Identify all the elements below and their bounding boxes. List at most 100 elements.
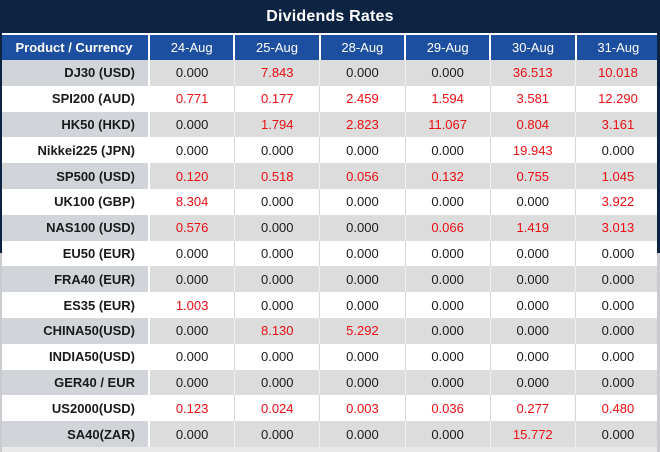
- value-cell: 0.000: [489, 266, 575, 293]
- value-cell: 0.000: [234, 188, 319, 215]
- column-header-date: 28-Aug: [318, 35, 404, 60]
- value-cell: 0.000: [319, 343, 404, 370]
- value-cell: 1.594: [404, 85, 490, 112]
- column-header-product-currency: Product / Currency: [15, 40, 133, 55]
- value-cell: 0.000: [148, 60, 235, 86]
- table-row: HK50 (HKD) 0.000 1.794 2.823 11.067 0.804 3.1…: [0, 111, 660, 138]
- value-cell: 0.000: [489, 369, 575, 396]
- value-cell: 0.003: [319, 395, 404, 422]
- value-cell: 0.000: [148, 317, 235, 344]
- bottom-edge-strip: [0, 447, 660, 452]
- table-row: GER40 / EUR 0.000 0.000 0.000 0.000 0.000 0.0…: [0, 369, 660, 396]
- value-cell: 0.000: [319, 421, 405, 447]
- value-cell: 8.130: [234, 317, 320, 344]
- value-cell: 0.000: [404, 421, 490, 447]
- column-header-date: 31-Aug: [574, 35, 660, 60]
- table-row: US2000(USD) 0.123 0.024 0.003 0.036 0.277 0.4…: [0, 395, 660, 422]
- value-cell: 0.000: [404, 240, 490, 267]
- value-cell: 0.000: [404, 60, 490, 86]
- value-cell: 0.000: [574, 369, 660, 396]
- value-cell: 0.000: [319, 214, 405, 241]
- value-cell: 0.755: [489, 163, 575, 189]
- product-cell: Nikkei225 (JPN): [37, 142, 135, 158]
- value-cell: 0.000: [489, 188, 575, 215]
- column-header-date: 24-Aug: [148, 35, 233, 60]
- value-cell: 0.000: [489, 343, 575, 370]
- product-cell: DJ30 (USD): [0, 60, 148, 86]
- value-cell: 0.000: [404, 369, 490, 396]
- table-row: SA40(ZAR) 0.000 0.000 0.000 0.000 15.772 0.00…: [0, 421, 660, 447]
- value-cell: 0.000: [234, 343, 319, 370]
- value-cell: 8.304: [148, 188, 234, 215]
- product-cell: INDIA50(USD): [49, 349, 135, 365]
- table-body: DJ30 (USD) 0.000 7.843 0.000 0.000 36.513 10.…: [0, 60, 660, 447]
- value-cell: 0.000: [234, 421, 320, 447]
- value-cell: 2.823: [319, 111, 405, 138]
- table-row: SP500 (USD) 0.120 0.518 0.056 0.132 0.755 1.0…: [0, 163, 660, 189]
- value-cell: 11.067: [404, 111, 490, 138]
- value-cell: 2.459: [319, 85, 404, 112]
- table-row: Nikkei225 (JPN) 0.000 0.000 0.000 0.000 19.9…: [0, 137, 660, 164]
- panel-title: Dividends Rates: [266, 7, 394, 25]
- product-cell: SPI200 (AUD): [51, 91, 135, 107]
- value-cell: 12.290: [574, 85, 660, 112]
- value-cell: 0.000: [489, 317, 575, 344]
- value-cell: 0.000: [574, 421, 660, 447]
- value-cell: 0.000: [574, 292, 660, 318]
- value-cell: 0.277: [489, 395, 575, 422]
- value-cell: 0.000: [574, 343, 660, 370]
- value-cell: 0.000: [489, 292, 575, 318]
- product-cell: SP500 (USD): [0, 163, 148, 189]
- table-row: SPI200 (AUD) 0.771 0.177 2.459 1.594 3.581 12…: [0, 85, 660, 112]
- value-cell: 0.000: [404, 317, 490, 344]
- value-cell: 3.161: [574, 111, 660, 138]
- value-cell: 0.024: [234, 395, 319, 422]
- value-cell: 0.000: [574, 266, 660, 293]
- value-cell: 0.771: [148, 85, 234, 112]
- value-cell: 10.018: [574, 60, 660, 86]
- value-cell: 0.177: [234, 85, 319, 112]
- value-cell: 0.000: [319, 369, 405, 396]
- column-header-date: 30-Aug: [489, 35, 574, 60]
- value-cell: 0.120: [148, 163, 235, 189]
- value-cell: 0.000: [234, 369, 320, 396]
- table-row: CHINA50(USD) 0.000 8.130 5.292 0.000 0.000 0.…: [0, 317, 660, 344]
- product-cell: NAS100 (USD): [0, 214, 148, 241]
- value-cell: 1.794: [234, 111, 320, 138]
- panel-title-bar: Dividends Rates: [0, 0, 660, 33]
- left-edge-line-navy: [0, 33, 2, 253]
- value-cell: 0.000: [234, 266, 320, 293]
- value-cell: 0.000: [148, 369, 235, 396]
- value-cell: 0.000: [574, 240, 660, 267]
- value-cell: 0.066: [404, 214, 490, 241]
- table-row: UK100 (GBP) 8.304 0.000 0.000 0.000 0.000 3.9…: [0, 188, 660, 215]
- title-separator: [0, 33, 660, 35]
- value-cell: 0.576: [148, 214, 235, 241]
- value-cell: 0.000: [319, 292, 404, 318]
- value-cell: 0.000: [319, 137, 404, 164]
- product-cell: SA40(ZAR): [0, 421, 148, 447]
- value-cell: 0.056: [319, 163, 405, 189]
- value-cell: 0.000: [234, 292, 319, 318]
- table-row: EU50 (EUR) 0.000 0.000 0.000 0.000 0.000 0.00…: [0, 240, 660, 267]
- value-cell: 0.036: [404, 395, 490, 422]
- column-header-date: 25-Aug: [233, 35, 318, 60]
- product-cell: EU50 (EUR): [62, 245, 135, 261]
- product-cell: CHINA50(USD): [0, 317, 148, 344]
- value-cell: 0.518: [234, 163, 320, 189]
- value-cell: 0.000: [234, 214, 320, 241]
- value-cell: 1.045: [574, 163, 660, 189]
- right-edge-line-gray: [657, 253, 660, 452]
- column-header-date: 29-Aug: [403, 35, 489, 60]
- value-cell: 36.513: [489, 60, 575, 86]
- value-cell: 0.000: [319, 240, 404, 267]
- value-cell: 0.132: [404, 163, 490, 189]
- value-cell: 0.000: [404, 188, 490, 215]
- header-row: Product / Currency 24-Aug 25-Aug 28-Aug 29-…: [0, 35, 660, 60]
- value-cell: 0.804: [489, 111, 575, 138]
- left-edge-line-gray: [0, 253, 2, 452]
- value-cell: 0.000: [404, 137, 490, 164]
- value-cell: 0.000: [148, 137, 234, 164]
- value-cell: 0.000: [489, 240, 575, 267]
- value-cell: 0.000: [148, 240, 234, 267]
